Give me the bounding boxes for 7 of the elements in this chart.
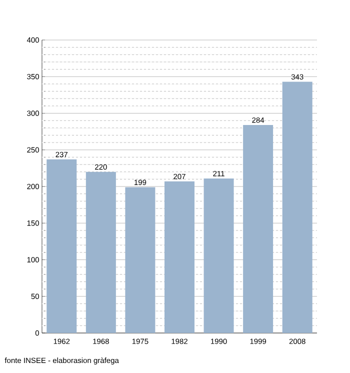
bar bbox=[46, 159, 77, 333]
bar bbox=[125, 187, 156, 333]
bar bbox=[86, 172, 116, 333]
bar bbox=[204, 178, 234, 333]
bar bbox=[243, 124, 274, 333]
bar bbox=[164, 181, 194, 333]
bar bbox=[282, 82, 312, 333]
